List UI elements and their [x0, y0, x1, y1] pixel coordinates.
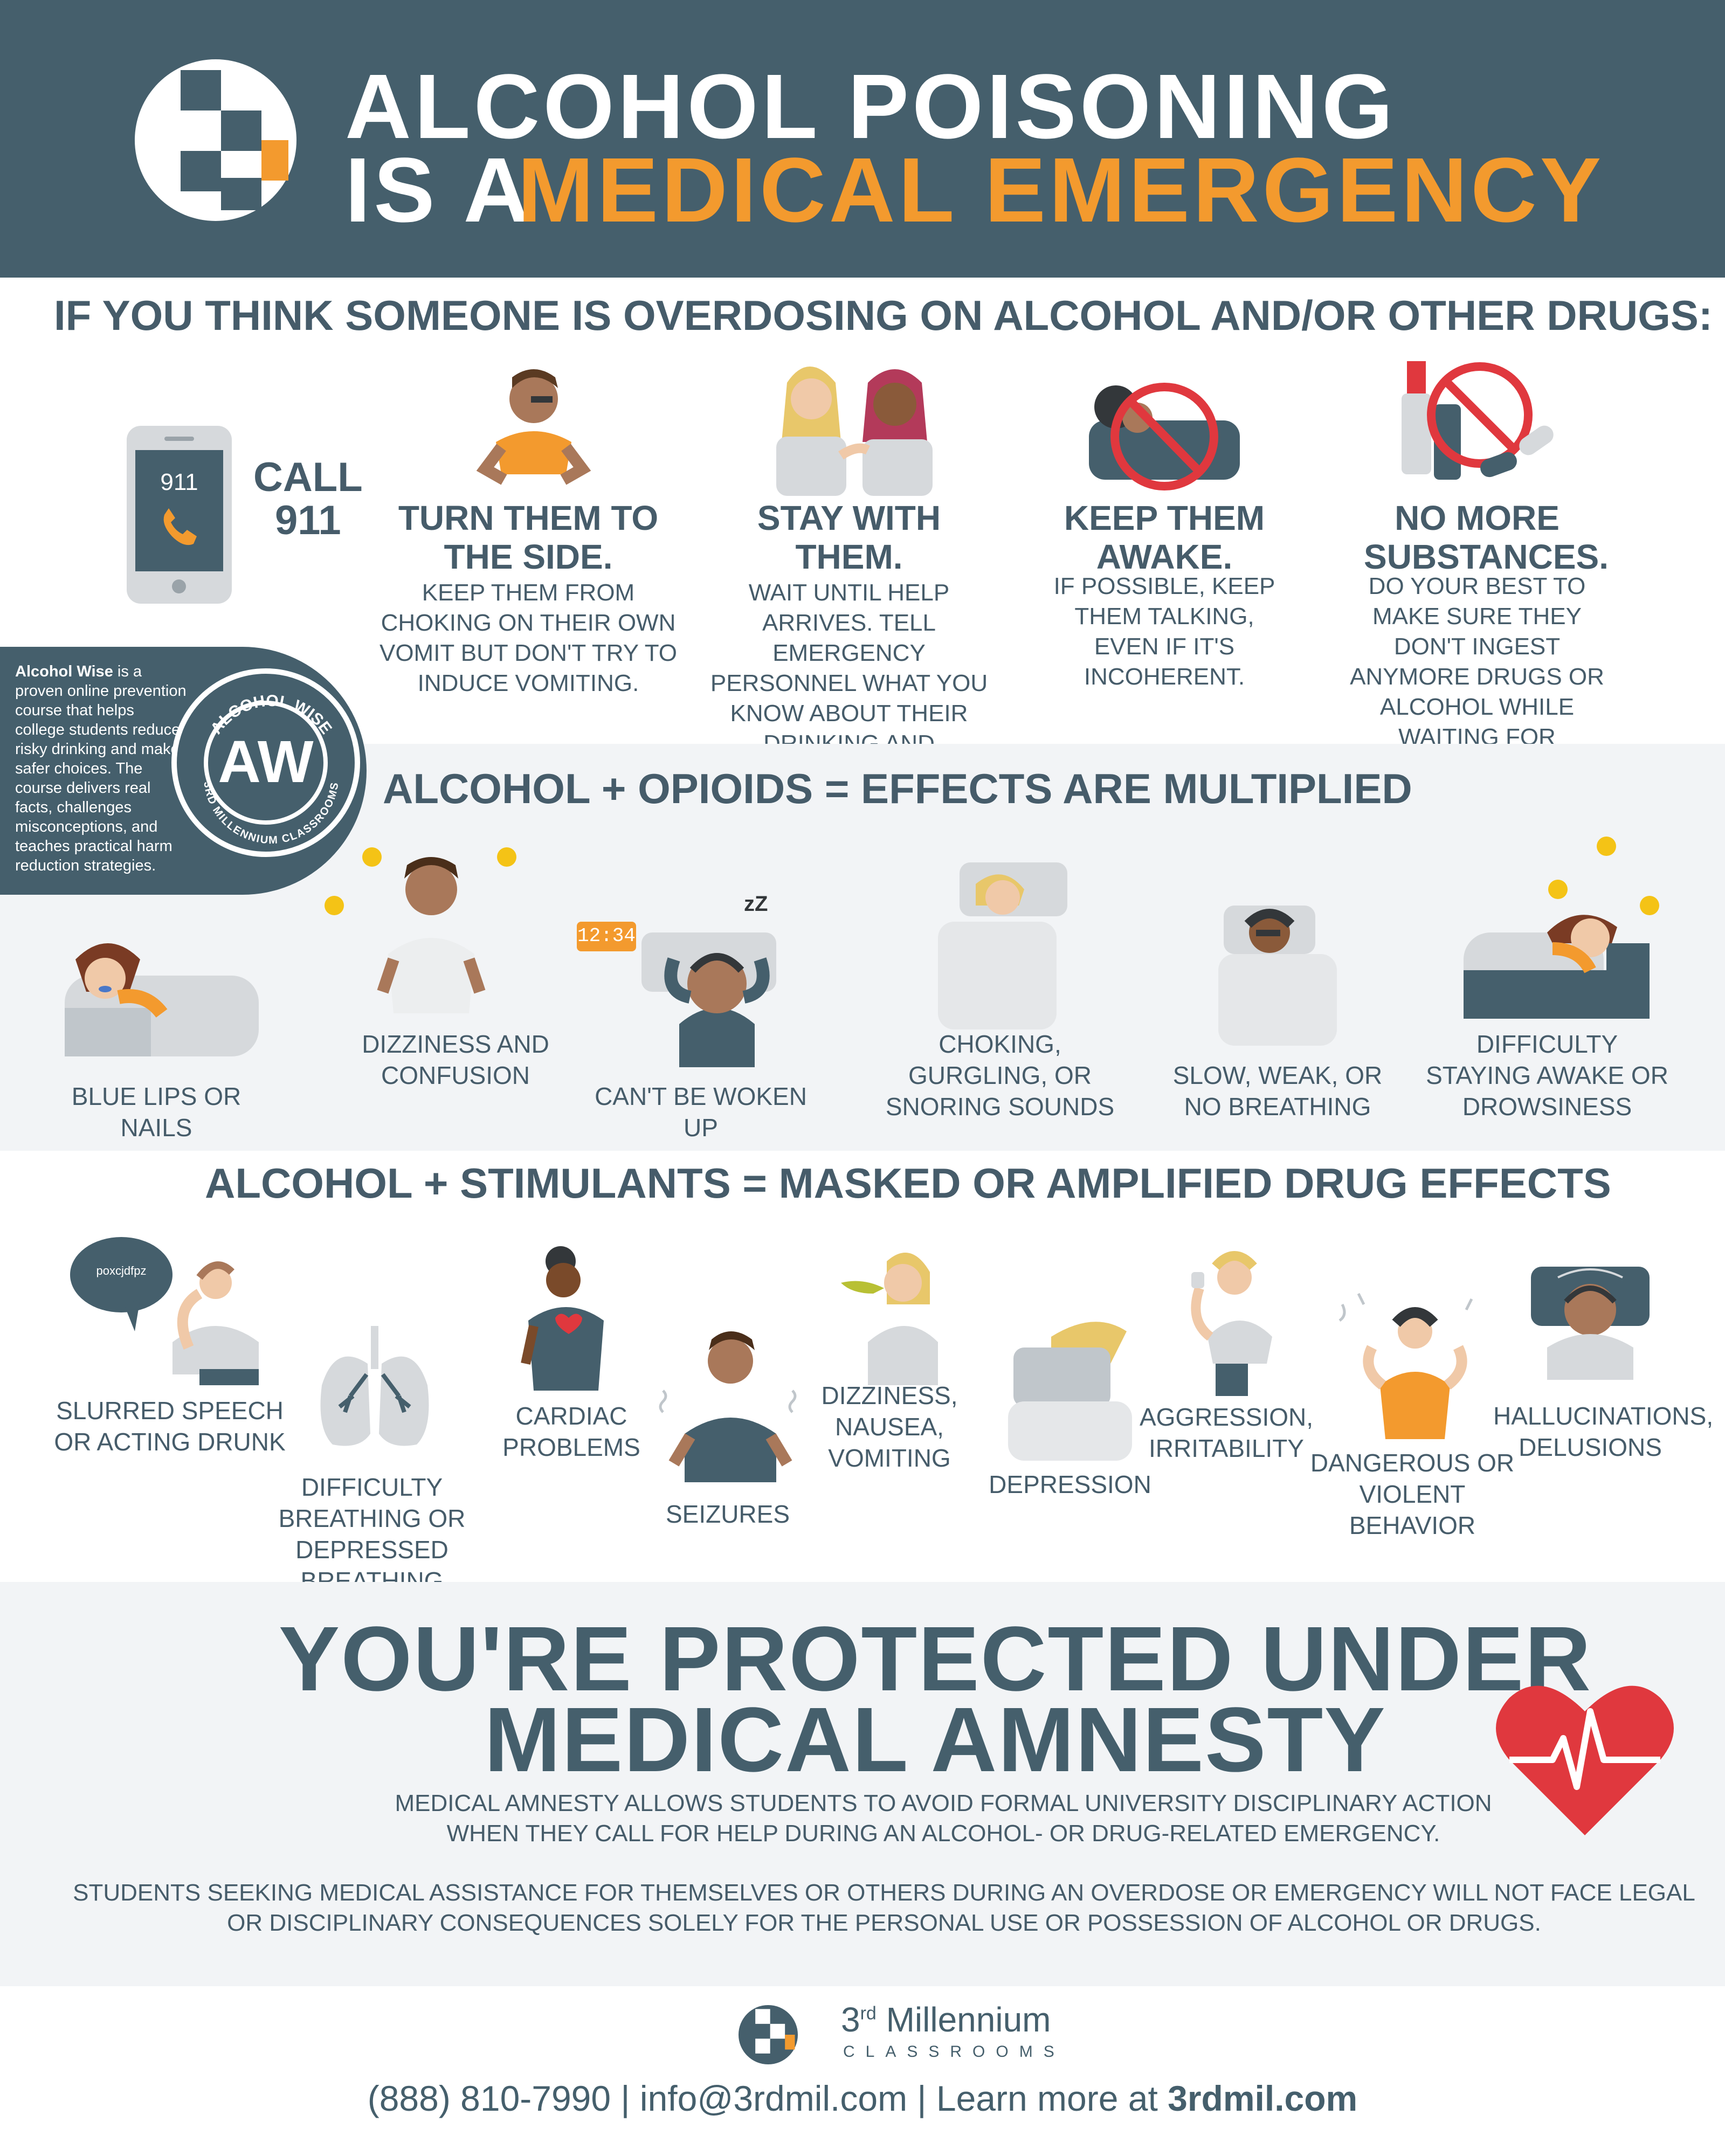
opioids-heading: ALCOHOL + OPIOIDS = EFFECTS ARE MULTIPLI…: [383, 765, 1412, 812]
footer-logo-icon: [739, 2005, 798, 2064]
alcohol-wise-description: is a proven online prevention course tha…: [15, 663, 187, 874]
stim-label-violent: DANGEROUS OR VIOLENT BEHAVIOR: [1310, 1449, 1515, 1539]
footer-email[interactable]: info@3rdmil.com: [639, 2078, 908, 2118]
footer-separator: |: [611, 2078, 640, 2118]
footer-brand-prefix: 3: [841, 2000, 860, 2039]
violent-behavior-icon: [1338, 1293, 1473, 1439]
step-substances-title: NO MORE SUBSTANCES.: [1364, 499, 1609, 576]
no-sleeping-icon: [1089, 383, 1240, 490]
alcohol-wise-badge-top: ALCOHOL WISE: [207, 692, 335, 737]
person-side-icon: [476, 369, 591, 485]
alcohol-wise-badge-ring: [204, 701, 328, 825]
step-awake-title: KEEP THEM AWAKE.: [1064, 499, 1265, 576]
snoring-icon: [938, 862, 1067, 1029]
amnesty-para1-line2: WHEN THEY CALL FOR HELP DURING AN ALCOHO…: [446, 1820, 1440, 1847]
title-line-2-highlight: MEDICAL EMERGENCY: [518, 139, 1605, 241]
footer-contact: (888) 810-7990 | info@3rdmil.com | Learn…: [0, 2078, 1725, 2119]
alarm-clock-display: 12:34: [577, 925, 636, 947]
two-people-icon: [776, 367, 933, 496]
footer-brand-rest: Millennium: [876, 2000, 1051, 2039]
footer-brand-name: 3rd Millennium: [841, 2000, 1051, 2040]
hallucination-icon: [1531, 1267, 1650, 1380]
footer-brand-sub: CLASSROOMS: [843, 2043, 1065, 2061]
amnesty-band: [0, 1582, 1725, 1986]
phone-icon: [127, 426, 232, 604]
opioid-label-dizziness: DIZZINESS AND CONFUSION: [362, 1030, 549, 1089]
stim-label-slurred: SLURRED SPEECH OR ACTING DRUNK: [54, 1397, 286, 1456]
logo-icon: [135, 59, 296, 221]
stimulants-heading: ALCOHOL + STIMULANTS = MASKED OR AMPLIFI…: [205, 1159, 1611, 1207]
heartbeat-icon: [1496, 1685, 1674, 1835]
cardiac-icon: [521, 1246, 604, 1391]
call-label-line1: CALL: [253, 454, 363, 500]
title-line-2-prefix: IS A: [345, 139, 533, 241]
alarm-sleeper-icon: zZ: [577, 892, 776, 1067]
stim-label-depression: DEPRESSION: [989, 1470, 1151, 1498]
step-awake-desc: IF POSSIBLE, KEEP THEM TALKING, EVEN IF …: [1053, 573, 1275, 690]
opioid-label-drowsy: DIFFICULTY STAYING AWAKE OR DROWSINESS: [1426, 1030, 1668, 1121]
weak-breathing-icon: [1218, 906, 1337, 1046]
stim-label-hallucinations: HALLUCINATIONS, DELUSIONS: [1493, 1402, 1714, 1461]
seizure-icon: [659, 1331, 797, 1482]
alcohol-wise-badge-bottom: 3RD MILLENNIUM CLASSROOMS: [201, 781, 340, 847]
amnesty-title-line2: MEDICAL AMNESTY: [484, 1689, 1386, 1791]
svg-text:zZ: zZ: [744, 892, 768, 916]
title-line-1: ALCOHOL POISONING: [345, 56, 1397, 158]
amnesty-para1-line1: MEDICAL AMNESTY ALLOWS STUDENTS TO AVOID…: [395, 1790, 1492, 1816]
step-turn-title: TURN THEM TO THE SIDE.: [398, 499, 659, 576]
call-label-line2: 911: [275, 497, 341, 543]
alcohol-wise-letters: AW: [218, 729, 314, 795]
opioid-label-choking: CHOKING, GURGLING, OR SNORING SOUNDS: [885, 1030, 1115, 1121]
no-substances-icon: [1402, 361, 1554, 480]
alcohol-wise-brand: Alcohol Wise: [15, 663, 113, 680]
amnesty-title-line1: YOU'RE PROTECTED UNDER: [278, 1608, 1592, 1710]
drowsy-icon: [1464, 837, 1659, 1019]
blue-lips-icon: [65, 943, 259, 1056]
opioid-label-breathing: SLOW, WEAK, OR NO BREATHING: [1172, 1061, 1383, 1121]
step-turn-desc: KEEP THEM FROM CHOKING ON THEIR OWN VOMI…: [379, 579, 678, 696]
aggression-icon: [1191, 1251, 1272, 1396]
opioid-label-blue-lips: BLUE LIPS OR NAILS: [71, 1082, 242, 1142]
lungs-icon: [320, 1326, 429, 1446]
stim-label-seizures: SEIZURES: [665, 1500, 790, 1528]
vomiting-icon: [841, 1253, 938, 1385]
svg-text:3RD MILLENNIUM CLASSROOMS: 3RD MILLENNIUM CLASSROOMS: [201, 781, 341, 847]
footer-phone[interactable]: (888) 810-7990: [367, 2078, 611, 2118]
amnesty-para2-line1: STUDENTS SEEKING MEDICAL ASSISTANCE FOR …: [73, 1879, 1695, 1906]
step-stay-title: STAY WITH THEM.: [757, 499, 941, 576]
slurred-speech-icon: [70, 1237, 259, 1385]
footer-website-link[interactable]: 3rdmil.com: [1168, 2078, 1358, 2118]
stim-label-aggression: AGGRESSION, IRRITABILITY: [1139, 1403, 1314, 1462]
alcohol-wise-badge-ring-text: ALCOHOL WISE 3RD MILLENNIUM CLASSROOMS: [201, 692, 341, 847]
footer-separator: |: [907, 2078, 936, 2118]
footer-brand-sup: rd: [860, 2003, 877, 2024]
alcohol-wise-text: Alcohol Wise is a proven online preventi…: [15, 662, 188, 875]
stim-label-breathing: DIFFICULTY BREATHING OR DEPRESSED BREATH…: [278, 1473, 466, 1595]
svg-text:ALCOHOL WISE: ALCOHOL WISE: [207, 692, 335, 737]
footer-learn-prefix: Learn more at: [936, 2078, 1168, 2118]
amnesty-para2-line2: OR DISCIPLINARY CONSEQUENCES SOLELY FOR …: [227, 1910, 1541, 1936]
overdose-heading: IF YOU THINK SOMEONE IS OVERDOSING ON AL…: [54, 292, 1713, 339]
speech-bubble-text: poxcjdfpz: [96, 1264, 147, 1277]
stim-label-vomiting: DIZZINESS, NAUSEA, VOMITING: [821, 1381, 958, 1472]
dizzy-person-icon: [325, 847, 516, 1013]
phone-screen-text: 911: [160, 469, 198, 495]
stim-label-cardiac: CARDIAC PROBLEMS: [502, 1402, 640, 1461]
depression-icon: [1008, 1322, 1132, 1461]
opioid-label-cant-wake: CAN'T BE WOKEN UP: [595, 1082, 807, 1142]
